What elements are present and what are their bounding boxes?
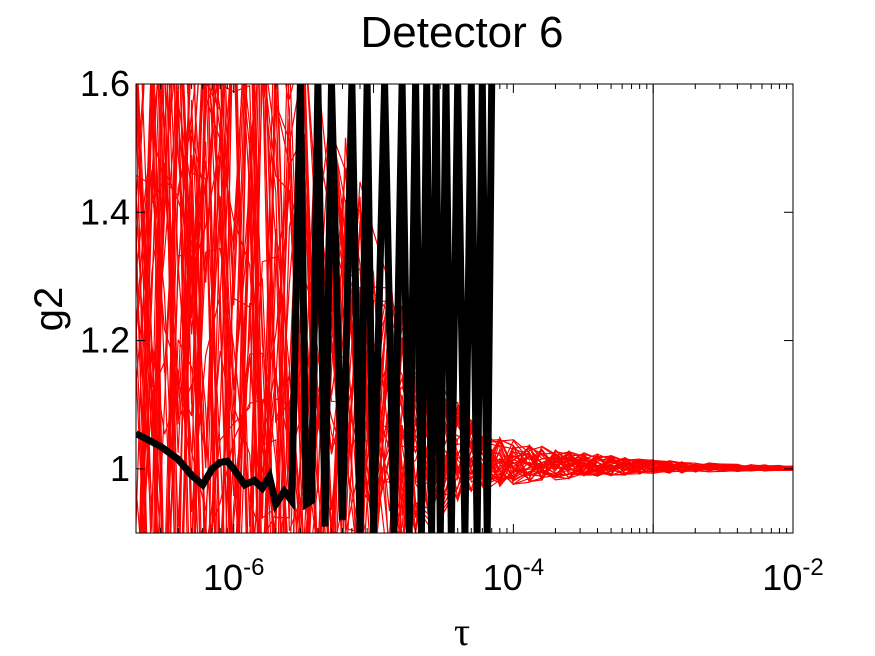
- y-axis-label: g2: [27, 287, 71, 332]
- y-tick-label: 1: [110, 448, 130, 489]
- y-axis-ticks: [136, 83, 793, 470]
- y-tick-label: 1.2: [80, 320, 130, 361]
- average-curve: [136, 84, 496, 533]
- y-axis-tick-labels: 1 1.2 1.4 1.6: [80, 63, 130, 489]
- y-tick-label: 1.4: [80, 191, 130, 232]
- x-axis-tick-labels: 10-6 10-4 10-2: [203, 554, 824, 598]
- axes-frame: [135, 83, 794, 534]
- x-axis-label: τ: [454, 609, 470, 654]
- x-tick-label: 10-2: [762, 554, 823, 598]
- x-axis-ticks: [135, 84, 794, 533]
- x-tick-label: 10-6: [203, 554, 264, 598]
- x-tick-label: 10-4: [483, 554, 544, 598]
- chart-title: Detector 6: [361, 8, 564, 57]
- y-tick-label: 1.6: [80, 63, 130, 104]
- average-curve-line: [136, 84, 496, 533]
